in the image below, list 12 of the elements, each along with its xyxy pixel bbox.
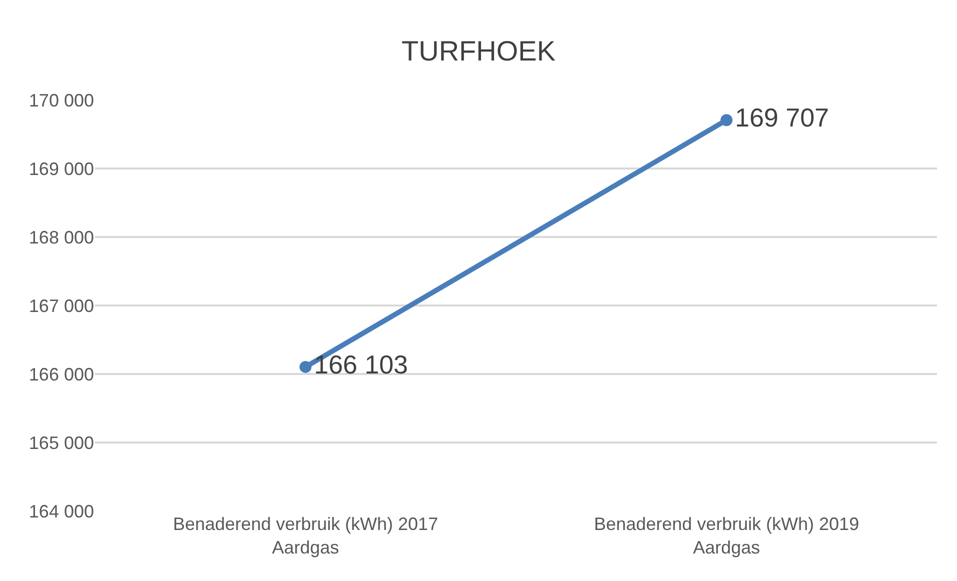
y-tick-label: 167 000 xyxy=(28,296,94,316)
data-label: 169 707 xyxy=(735,102,829,133)
y-tick-label: 165 000 xyxy=(28,432,94,453)
chart-title: TURFHOEK xyxy=(402,35,556,66)
y-tick-label: 169 000 xyxy=(28,158,94,179)
y-tick-label: 170 000 xyxy=(28,90,94,110)
data-label: 166 103 xyxy=(314,349,408,380)
y-tick-label: 164 000 xyxy=(28,501,94,522)
x-tick-label: Benaderend verbruik (kWh) 2019 Aardgas xyxy=(594,514,860,558)
y-tick-label: 166 000 xyxy=(28,364,94,384)
y-tick-label: 168 000 xyxy=(28,227,94,248)
x-tick-label: Benaderend verbruik (kWh) 2017 Aardgas xyxy=(172,514,438,558)
